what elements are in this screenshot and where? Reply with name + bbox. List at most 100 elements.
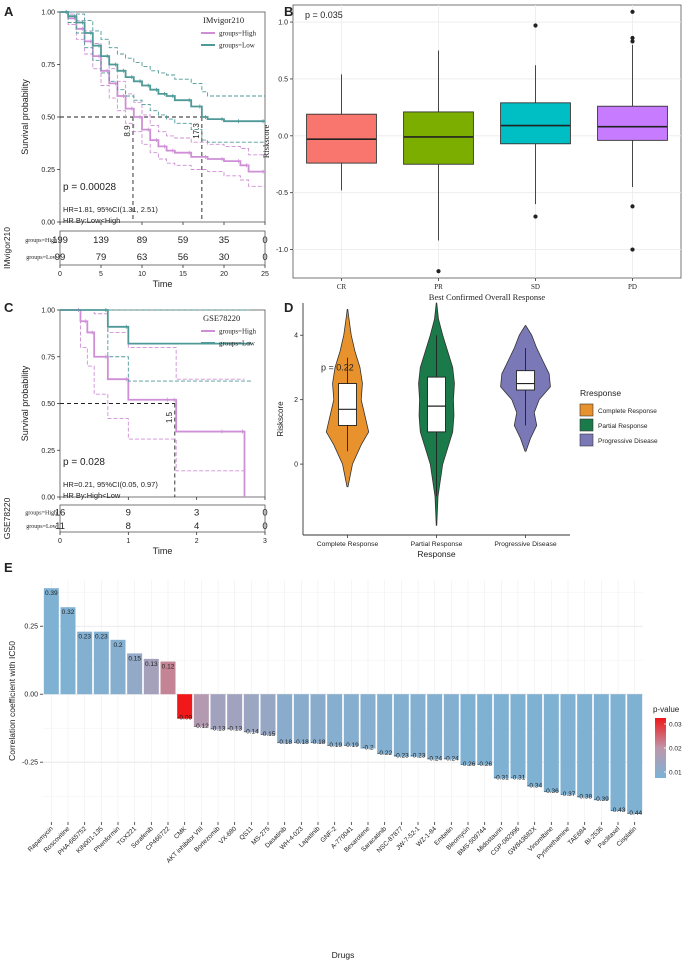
bar-value-label: -0.34	[527, 783, 542, 790]
y-tick-label: 1.0	[278, 20, 288, 27]
y-tick-label: 0.00	[41, 220, 55, 227]
y-axis-label: Riskscore	[276, 401, 285, 437]
bar-value-label: -0.09	[177, 715, 192, 722]
bar-value-label: -0.31	[494, 774, 509, 781]
bar-CGP-082996	[510, 694, 526, 779]
risk-table-label: IMvigor210	[2, 227, 12, 269]
y-tick-label: 0.00	[24, 692, 38, 699]
legend-title: p-value	[653, 705, 680, 714]
x-axis-label: Time	[153, 279, 173, 289]
bar-value-label: -0.39	[594, 796, 609, 803]
p-value-label: p = 0.028	[63, 457, 105, 468]
bar-BI-2536	[593, 694, 609, 801]
hazard-ratio-by-label: HR By:Low<High	[63, 216, 120, 225]
risk-count: 0	[262, 252, 267, 263]
bar-value-label: -0.37	[561, 791, 576, 798]
outlier-point	[630, 247, 635, 252]
bar-CMK	[177, 694, 193, 719]
bar-Pyrimethamine	[560, 694, 576, 795]
x-tick-label: Complete Response	[317, 541, 379, 548]
bar-value-label: -0.14	[244, 728, 259, 735]
bar-value-label: -0.18	[311, 739, 326, 746]
median-label: 1.5	[165, 411, 174, 423]
x-tick-label: Progressive Disease	[494, 541, 557, 548]
risk-count: 89	[137, 235, 148, 246]
bar-KIN001-135	[93, 631, 109, 695]
bar-value-label: -0.22	[377, 750, 392, 757]
bar-GNF-2	[327, 694, 343, 746]
bar-value-label: 0.32	[62, 609, 75, 616]
outlier-point	[436, 269, 441, 274]
legend-entry: Partial Response	[598, 423, 648, 430]
legend-entry: groups=High	[219, 30, 257, 38]
risk-count: 35	[219, 235, 230, 246]
risk-count: 8	[126, 521, 131, 532]
y-tick-label: 0.50	[41, 115, 55, 122]
legend-tick-label: 0.01	[669, 770, 682, 777]
bar-value-label: -0.24	[427, 755, 442, 762]
boxplot-response: -1.0 -0.5 0.0 0.5 1.0 CR PR SD PD p = 0.035 Best C…	[261, 4, 682, 302]
drug-correlation-bar-chart: -0.250.000.250.39Rapamycin0.32Roscovitin…	[7, 580, 682, 960]
y-axis-label: Survival probability	[20, 79, 30, 155]
y-tick-label: 0	[294, 462, 298, 469]
legend-swatch	[579, 433, 594, 447]
x-axis-label: Response	[417, 549, 456, 559]
risk-count: 3	[194, 507, 199, 518]
y-tick-label: 4	[294, 333, 298, 340]
bar-value-label: -0.13	[211, 726, 226, 733]
p-value-label: p = 0.00028	[63, 182, 117, 193]
risk-count: 199	[52, 235, 68, 246]
risk-count: 99	[55, 252, 66, 263]
panel-letter-a: A	[4, 4, 14, 19]
bar-value-label: -0.2	[362, 745, 374, 752]
bar-value-label: 0.23	[95, 634, 108, 641]
y-tick-label: 0.50	[41, 401, 55, 408]
legend-entry: Complete Response	[598, 408, 657, 415]
bar-QS11	[243, 694, 259, 733]
bar-value-label: -0.19	[327, 742, 342, 749]
bar-value-label: -0.31	[511, 774, 526, 781]
bar-value-label: 0.2	[113, 642, 122, 649]
bar-value-label: -0.23	[394, 753, 409, 760]
bar-Phenformin	[110, 639, 126, 695]
bar-value-label: -0.26	[461, 761, 476, 768]
hazard-ratio-label: HR=1.81, 95%CI(1.31, 2.51)	[63, 205, 158, 214]
p-value-label: p = 0.035	[305, 10, 343, 20]
x-tick-label: CR	[337, 283, 347, 291]
legend-colorbar	[655, 718, 666, 778]
outlier-point	[533, 23, 538, 28]
bar-AKT inhibitor VIII	[193, 694, 209, 727]
y-tick-label: 1.00	[41, 10, 55, 17]
y-tick-label: -0.25	[22, 760, 38, 767]
legend-tick-label: 0.03	[669, 722, 682, 729]
y-tick-label: -1.0	[276, 247, 288, 254]
bar-value-label: -0.13	[227, 726, 242, 733]
y-tick-label: -0.5	[276, 190, 288, 197]
risk-count: 63	[137, 252, 148, 263]
y-axis-label: Correlation coefficient with IC50	[7, 641, 17, 761]
y-tick-label: 0.75	[41, 62, 55, 69]
bar-Bleomycin	[460, 694, 476, 765]
y-tick-label: 0.00	[41, 495, 55, 502]
legend-entry: Progressive Disease	[598, 438, 658, 445]
bar-WZ-1-84	[427, 694, 443, 760]
bar-A-770041	[343, 694, 359, 746]
x-tick-label: PR	[434, 283, 443, 291]
x-axis-label: Time	[153, 546, 173, 556]
legend-swatch	[579, 403, 594, 417]
bar-value-label: -0.18	[277, 739, 292, 746]
y-tick-label: 0.25	[41, 448, 55, 455]
x-tick-label: 0	[58, 271, 62, 278]
survival-curve-0	[60, 11, 265, 173]
risk-table-frame	[59, 504, 266, 533]
x-tick-label: Partial Response	[411, 541, 463, 548]
x-tick-label: PD	[628, 283, 637, 291]
risk-row-label: groups=Low	[26, 255, 57, 261]
p-value-label: p = 0.22	[321, 362, 354, 372]
risk-count: 4	[194, 521, 199, 532]
bar-Lapatinib	[310, 694, 326, 744]
legend-tick-label: 0.02	[669, 746, 682, 753]
bar-Saracatinib	[377, 694, 393, 755]
x-tick-label: 15	[179, 271, 187, 278]
